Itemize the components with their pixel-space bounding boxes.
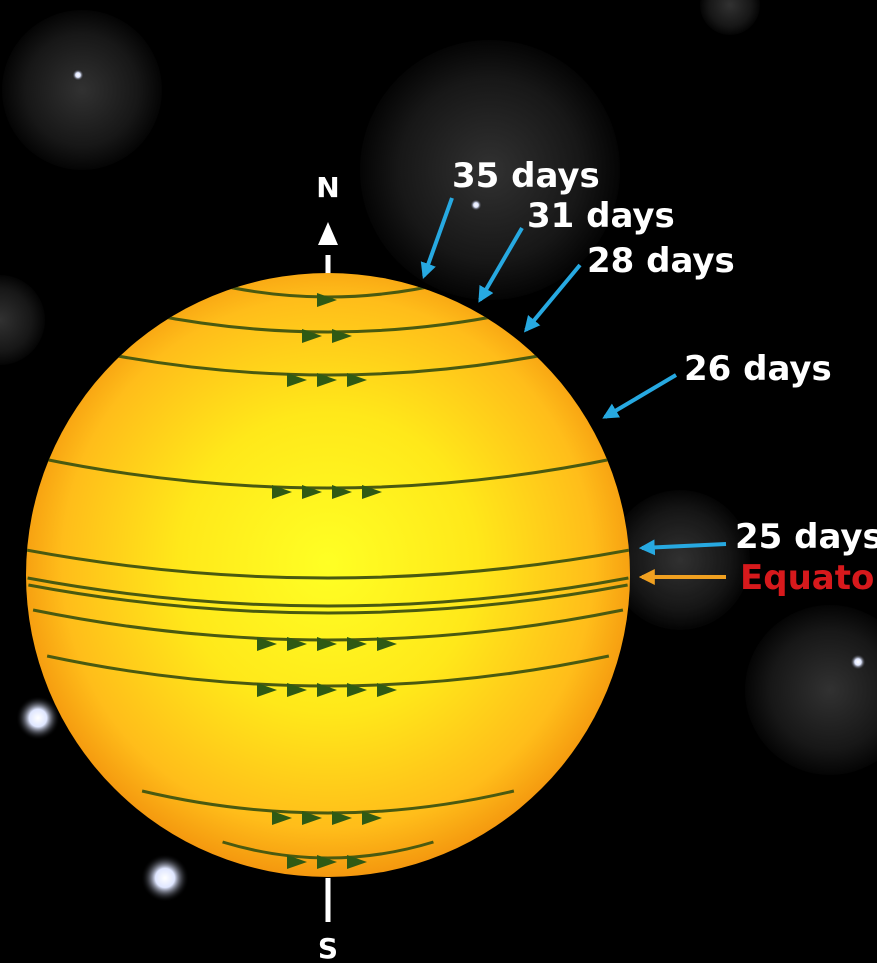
rotation-arrow-band-7 [272, 811, 292, 825]
label-25-days: 25 days [735, 517, 877, 557]
rotation-arrow-band-8 [287, 855, 307, 869]
label-28-days: 28 days [587, 241, 735, 281]
latitude-line-4 [38, 456, 618, 490]
rotation-arrow-band-4 [362, 485, 382, 499]
rotation-arrow-band-2 [332, 329, 352, 343]
pointer-31-days [478, 226, 524, 303]
rotation-arrow-band-5 [287, 637, 307, 651]
rotation-arrow-band-6 [317, 683, 337, 697]
rotation-direction-arrows [257, 293, 397, 869]
rotation-arrow-band-8 [347, 855, 367, 869]
latitude-line-3 [101, 351, 555, 377]
sun [26, 273, 630, 877]
galaxy-top-left [2, 10, 162, 170]
label-26-days: 26 days [684, 349, 832, 389]
rotation-axis: N S [316, 171, 339, 963]
rotation-arrow-band-8 [317, 855, 337, 869]
rotation-arrow-band-2 [302, 329, 322, 343]
south-pole-label: S [318, 932, 338, 963]
rotation-arrow-band-6 [287, 683, 307, 697]
rotation-arrow-band-3 [347, 373, 367, 387]
equatorial-line-1 [26, 548, 630, 580]
background-galaxies [0, 0, 877, 775]
pointer-25-days [638, 539, 727, 556]
axis-north-arrowhead [318, 222, 338, 245]
star [141, 854, 189, 902]
galaxy-right-lower [745, 605, 877, 775]
rotation-period-labels: 35 days 31 days 28 days 26 days 25 days … [420, 156, 877, 598]
pointer-28-days [523, 263, 582, 333]
star [850, 654, 866, 670]
latitude-line-6 [46, 654, 610, 688]
north-pole-label: N [316, 171, 339, 204]
star [470, 199, 482, 211]
rotation-arrow-band-6 [347, 683, 367, 697]
rotation-arrow-band-3 [287, 373, 307, 387]
rotation-arrow-band-4 [332, 485, 352, 499]
rotation-arrow-band-1 [317, 293, 337, 307]
rotation-arrow-band-5 [257, 637, 277, 651]
latitude-line-7 [141, 789, 515, 815]
galaxy-top-center [360, 40, 620, 300]
equatorial-line-2 [27, 576, 629, 608]
galaxy-right-middle [610, 490, 750, 630]
rotation-arrow-band-5 [347, 637, 367, 651]
rotation-arrow-band-5 [377, 637, 397, 651]
rotation-arrow-band-5 [317, 637, 337, 651]
galaxy-left-edge [0, 275, 45, 365]
equatorial-line-3 [28, 583, 628, 615]
latitude-line-8 [222, 840, 434, 860]
latitude-line-2 [148, 312, 508, 334]
rotation-arrow-band-7 [302, 811, 322, 825]
pointer-35-days [420, 197, 454, 280]
latitude-line-5 [32, 608, 624, 642]
star [72, 69, 84, 81]
star [16, 696, 60, 740]
rotation-arrow-band-7 [332, 811, 352, 825]
rotation-arrow-band-3 [317, 373, 337, 387]
pointer-26-days [602, 373, 678, 419]
galaxy-top-right [700, 0, 760, 35]
rotation-arrow-band-7 [362, 811, 382, 825]
rotation-arrow-band-4 [272, 485, 292, 499]
stars [16, 69, 866, 902]
rotation-arrow-band-6 [377, 683, 397, 697]
label-31-days: 31 days [527, 196, 675, 236]
sun-disk [26, 273, 630, 877]
rotation-arrow-band-6 [257, 683, 277, 697]
label-equator: Equator [740, 558, 877, 598]
label-35-days: 35 days [452, 156, 600, 196]
latitude-bands [26, 281, 630, 860]
rotation-arrow-band-4 [302, 485, 322, 499]
